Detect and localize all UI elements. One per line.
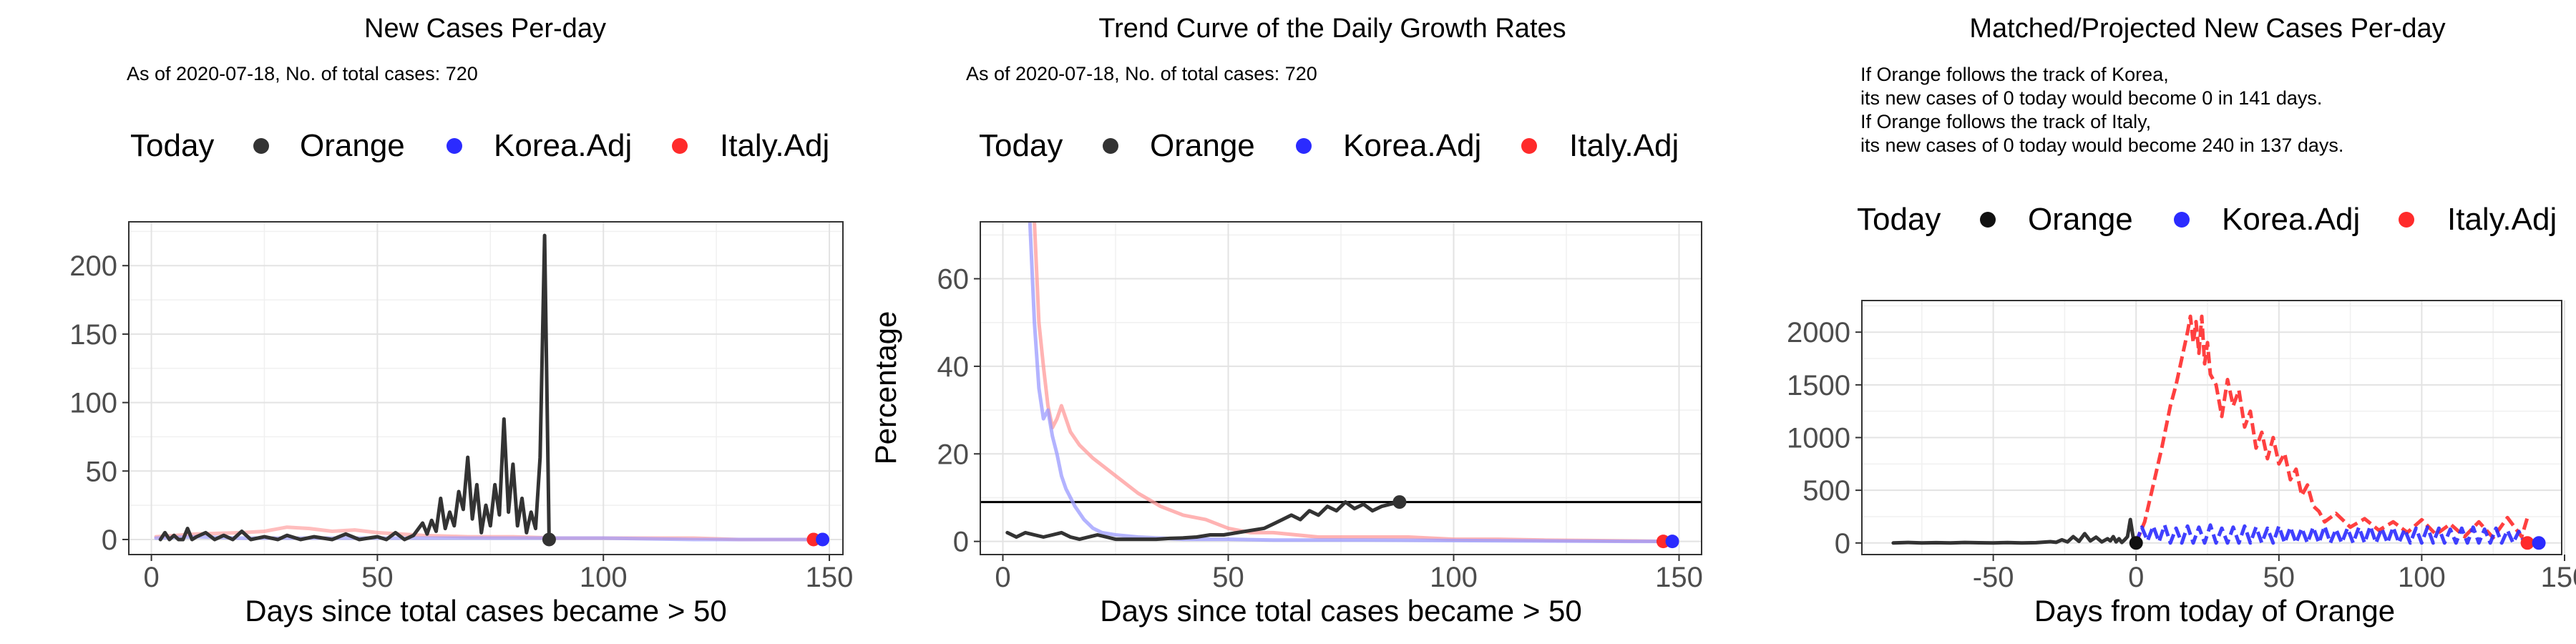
plot-frame [980, 221, 1702, 555]
y-tick-label: 200 [69, 250, 117, 282]
legend-key-orange [253, 138, 269, 154]
y-tick-label: 1500 [1787, 370, 1850, 401]
series-line-orange [1891, 517, 2138, 545]
x-tick-label: 50 [2263, 562, 2296, 593]
today-point-korea-adj [816, 532, 830, 547]
legend-label-italy: Italy.Adj [2447, 202, 2557, 237]
today-markers [2129, 536, 2546, 550]
x-tick-label: 150 [2541, 562, 2576, 593]
y-tick-label: 0 [1835, 528, 1850, 560]
panel-growth-rates: Trend Curve of the Daily Growth Rates As… [869, 14, 1703, 628]
x-tick-label: 0 [2128, 562, 2144, 593]
panel-projected-cases: Matched/Projected New Cases Per-day If O… [1787, 14, 2576, 628]
legend-label-italy: Italy.Adj [720, 128, 829, 163]
chart-title: New Cases Per-day [364, 14, 606, 44]
today-point-orange [542, 532, 556, 547]
legend-label-italy: Italy.Adj [1569, 128, 1679, 163]
x-tick-label: 100 [580, 562, 628, 593]
series-line-orange [1005, 500, 1402, 542]
plot-area: -500501001500500100015002000 [1787, 300, 2576, 593]
today-point-italy-adj [2520, 536, 2534, 550]
legend-label-korea: Korea.Adj [1343, 128, 1481, 163]
legend-label-orange: Orange [2028, 202, 2133, 237]
today-point-korea-adj [1665, 535, 1679, 549]
x-tick-label: 50 [361, 562, 394, 593]
y-tick-label: 60 [937, 264, 970, 296]
legend-title: Today [979, 128, 1063, 163]
axes: 0 50 100 150 0 50 100 150 200 [69, 250, 853, 593]
x-tick-label: 100 [2398, 562, 2446, 593]
plot-area: 0 50 100 150 0 50 100 150 200 [69, 221, 853, 593]
legend-key-korea [447, 138, 462, 154]
x-tick-label: -50 [1973, 562, 2014, 593]
x-tick-label: 100 [1430, 562, 1478, 593]
y-tick-label: 0 [953, 527, 969, 558]
chart-title: Trend Curve of the Daily Growth Rates [1098, 14, 1566, 44]
legend-title: Today [1857, 202, 1941, 237]
series-line-italy-adj [2134, 314, 2529, 544]
annotation-line: its new cases of 0 today would become 0 … [1860, 87, 2322, 109]
y-tick-label: 2000 [1787, 317, 1850, 348]
annotation-line: If Orange follows the track of Korea, [1860, 64, 2169, 85]
projection-annotation: If Orange follows the track of Korea, it… [1860, 64, 2343, 156]
legend: Today Orange Korea.Adj Italy.Adj [130, 128, 829, 163]
today-point-korea-adj [2532, 536, 2546, 550]
x-axis-label: Days since total cases became > 50 [1100, 594, 1582, 628]
y-tick-label: 500 [1802, 475, 1850, 507]
y-axis-label: Percentage [869, 311, 902, 465]
x-tick-label: 150 [806, 562, 854, 593]
x-axis-label: Days from today of Orange [2034, 594, 2395, 628]
plot-frame [1861, 300, 2562, 555]
y-tick-label: 20 [937, 439, 970, 470]
today-markers [542, 532, 830, 547]
axes: -500501001500500100015002000 [1787, 317, 2576, 593]
today-point-orange [2129, 536, 2143, 550]
annotation-line: its new cases of 0 today would become 24… [1860, 135, 2343, 156]
series-line-orange [158, 233, 551, 542]
x-axis-label: Days since total cases became > 50 [245, 594, 727, 628]
chart-title: Matched/Projected New Cases Per-day [1969, 14, 2445, 44]
legend-label-orange: Orange [1150, 128, 1255, 163]
plot-area: 0 50 100 150 0 20 40 60 [937, 221, 1703, 593]
y-tick-label: 100 [69, 388, 117, 419]
today-point-orange [1392, 495, 1407, 509]
legend-key-orange [1980, 212, 1996, 228]
y-tick-label: 150 [69, 319, 117, 351]
legend: Today Orange Korea.Adj Italy.Adj [979, 128, 1679, 163]
y-tick-label: 0 [102, 525, 117, 556]
legend-key-korea [1296, 138, 1312, 154]
legend-key-italy [1521, 138, 1537, 154]
legend-label-korea: Korea.Adj [2222, 202, 2360, 237]
legend-key-italy [672, 138, 688, 154]
series-line-korea-adj [1028, 222, 1677, 544]
legend-label-korea: Korea.Adj [494, 128, 632, 163]
x-tick-label: 0 [143, 562, 159, 593]
chart-subtitle: As of 2020-07-18, No. of total cases: 72… [966, 63, 1317, 84]
legend-title: Today [130, 128, 214, 163]
legend: Today Orange Korea.Adj Italy.Adj [1857, 202, 2557, 237]
annotation-line: If Orange follows the track of Italy, [1860, 111, 2151, 132]
series-layer [154, 233, 827, 542]
gridlines [1862, 301, 2565, 555]
x-tick-label: 150 [1655, 562, 1703, 593]
legend-label-orange: Orange [300, 128, 405, 163]
panel-new-cases: New Cases Per-day As of 2020-07-18, No. … [69, 14, 853, 628]
y-tick-label: 40 [937, 351, 970, 383]
plot-frame [128, 221, 844, 555]
x-tick-label: 0 [995, 562, 1010, 593]
y-tick-label: 1000 [1787, 422, 1850, 454]
today-markers [1392, 495, 1679, 549]
series-layer [980, 222, 1702, 544]
legend-key-orange [1103, 138, 1118, 154]
axes: 0 50 100 150 0 20 40 60 [937, 264, 1703, 593]
y-tick-label: 50 [86, 456, 118, 487]
chart-subtitle: As of 2020-07-18, No. of total cases: 72… [127, 63, 478, 84]
series-line-korea-adj [2134, 523, 2540, 545]
series-layer [1891, 314, 2540, 545]
legend-key-italy [2399, 212, 2414, 228]
x-tick-label: 50 [1212, 562, 1244, 593]
legend-key-korea [2174, 212, 2190, 228]
